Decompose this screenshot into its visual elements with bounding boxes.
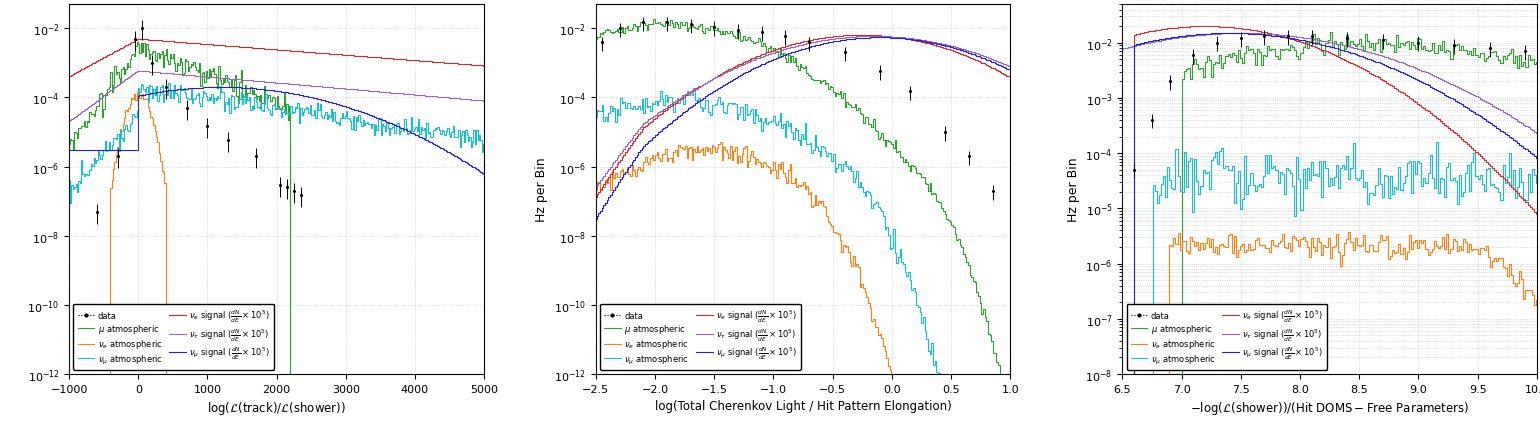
X-axis label: $-\log(\mathcal{L}(\mathrm{shower}))/(\mathrm{Hit\ DOMS - Free\ Parameters})$: $-\log(\mathcal{L}(\mathrm{shower}))/(\m…	[1190, 399, 1469, 416]
Legend: data, $\mu$ atmospheric, $\nu_e$ atmospheric, $\nu_\mu$ atmospheric, $\nu_e$ sig: data, $\mu$ atmospheric, $\nu_e$ atmosph…	[74, 304, 274, 370]
Legend: data, $\mu$ atmospheric, $\nu_e$ atmospheric, $\nu_\mu$ atmospheric, $\nu_e$ sig: data, $\mu$ atmospheric, $\nu_e$ atmosph…	[601, 304, 801, 370]
X-axis label: $\log(\mathcal{L}(\mathrm{track})/\mathcal{L}(\mathrm{shower}))$: $\log(\mathcal{L}(\mathrm{track})/\mathc…	[206, 399, 346, 416]
Legend: data, $\mu$ atmospheric, $\nu_e$ atmospheric, $\nu_\mu$ atmospheric, $\nu_e$ sig: data, $\mu$ atmospheric, $\nu_e$ atmosph…	[1126, 304, 1327, 370]
Y-axis label: Hz per Bin: Hz per Bin	[536, 157, 548, 222]
X-axis label: log(Total Cherenkov Light / Hit Pattern Elongation): log(Total Cherenkov Light / Hit Pattern …	[654, 399, 952, 412]
Y-axis label: Hz per Bin: Hz per Bin	[1067, 157, 1080, 222]
